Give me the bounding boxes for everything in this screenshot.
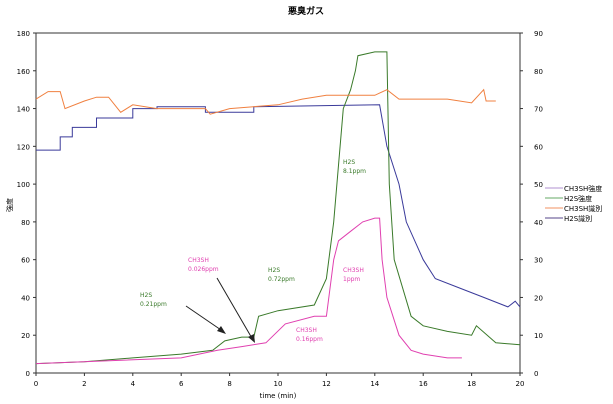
y2-tick-label: 70 bbox=[534, 106, 543, 114]
y-axis-label: 強度 bbox=[5, 198, 14, 212]
annotation-label: CH3SH bbox=[343, 267, 364, 274]
annotation-label: H2S bbox=[343, 159, 355, 166]
y-tick-label: 120 bbox=[17, 143, 30, 151]
y2-tick-label: 40 bbox=[534, 219, 543, 227]
x-tick-label: 20 bbox=[516, 380, 525, 388]
annotation-value: 0.16ppm bbox=[296, 336, 323, 343]
y-tick-label: 40 bbox=[21, 294, 30, 302]
x-tick-label: 18 bbox=[467, 380, 476, 388]
series-line-3 bbox=[35, 217, 462, 365]
y2-tick-label: 30 bbox=[534, 257, 543, 265]
legend-label: H2S強度 bbox=[564, 194, 592, 203]
annotation-value: 8.1ppm bbox=[343, 168, 366, 175]
arrow-h2s bbox=[185, 305, 225, 333]
x-tick-label: 10 bbox=[274, 380, 283, 388]
legend-label: CH3SH識別 bbox=[564, 204, 602, 213]
annotation-label: CH3SH bbox=[188, 257, 209, 264]
annotation-value: 0.026ppm bbox=[188, 266, 219, 273]
x-tick-label: 16 bbox=[419, 380, 428, 388]
legend-label: CH3SH強度 bbox=[564, 184, 602, 193]
y2-tick-label: 20 bbox=[534, 294, 543, 302]
y-tick-label: 0 bbox=[26, 370, 30, 378]
y-tick-label: 80 bbox=[21, 219, 30, 227]
chart-title: 悪臭ガス bbox=[288, 5, 324, 17]
annotation-value: 1ppm bbox=[343, 276, 360, 283]
series-line-1 bbox=[35, 51, 521, 365]
y-tick-label: 60 bbox=[21, 257, 30, 265]
x-tick-label: 12 bbox=[322, 380, 331, 388]
legend-label: H2S識別 bbox=[564, 214, 592, 223]
arrow-ch3sh bbox=[216, 277, 254, 341]
y2-tick-label: 80 bbox=[534, 68, 543, 76]
y-tick-label: 100 bbox=[17, 181, 30, 189]
x-tick-label: 14 bbox=[370, 380, 379, 388]
annotation-label: H2S bbox=[140, 292, 152, 299]
y2-tick-label: 50 bbox=[534, 181, 543, 189]
y-tick-label: 180 bbox=[17, 30, 30, 38]
x-tick-label: 8 bbox=[227, 380, 231, 388]
series-line-2 bbox=[35, 88, 496, 115]
y2-tick-label: 10 bbox=[534, 332, 543, 340]
plot-area bbox=[35, 32, 521, 374]
arrowhead-icon bbox=[248, 334, 255, 343]
y-tick-label: 160 bbox=[17, 68, 30, 76]
annotation-value: 0.72ppm bbox=[268, 276, 295, 283]
y2-tick-label: 90 bbox=[534, 30, 543, 38]
x-tick-label: 2 bbox=[82, 380, 86, 388]
y2-tick-label: 0 bbox=[534, 370, 538, 378]
x-axis-label: time (min) bbox=[260, 392, 297, 400]
y2-tick-label: 60 bbox=[534, 143, 543, 151]
y-tick-label: 140 bbox=[17, 106, 30, 114]
x-tick-label: 0 bbox=[34, 380, 38, 388]
series-line-0 bbox=[36, 104, 521, 308]
arrowhead-icon bbox=[217, 326, 226, 334]
annotation-label: CH3SH bbox=[296, 327, 317, 334]
y-tick-label: 20 bbox=[21, 332, 30, 340]
x-tick-label: 6 bbox=[179, 380, 184, 388]
x-tick-label: 4 bbox=[131, 380, 136, 388]
annotation-value: 0.21ppm bbox=[140, 301, 167, 308]
annotation-label: H2S bbox=[268, 267, 280, 274]
